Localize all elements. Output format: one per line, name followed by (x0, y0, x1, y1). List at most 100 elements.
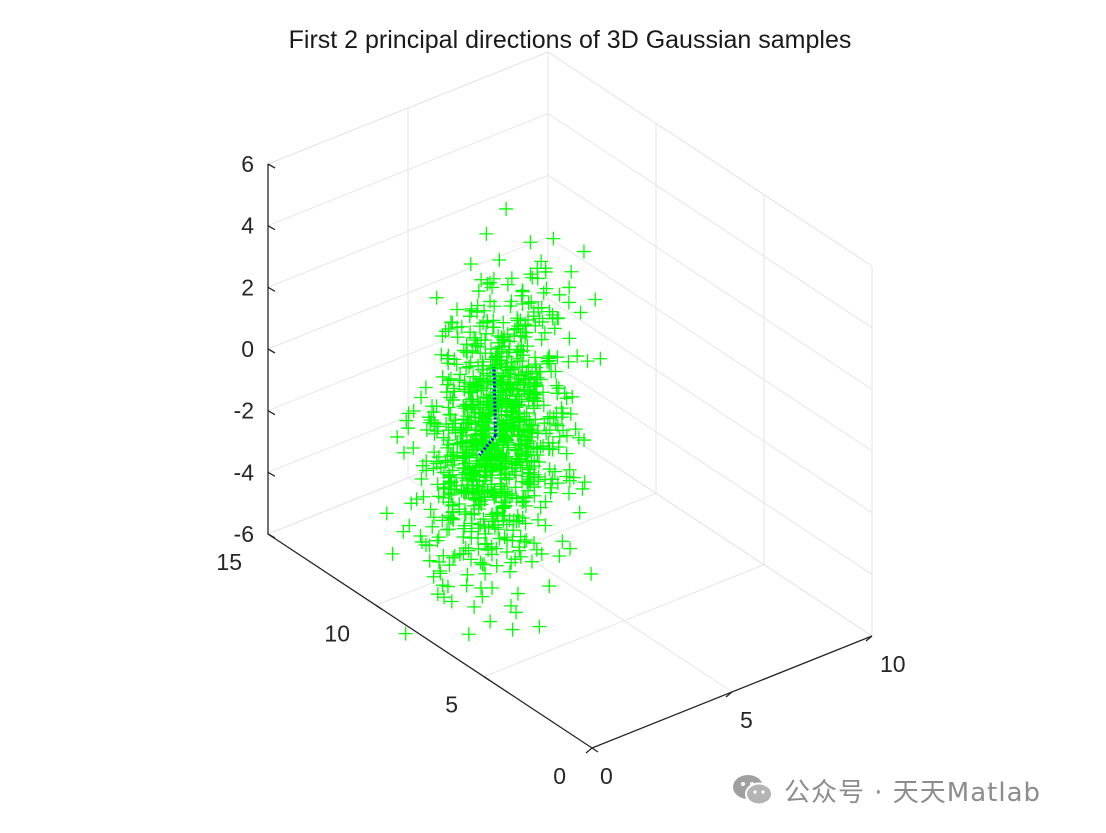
sample-point (397, 445, 412, 460)
sample-point (517, 372, 532, 387)
sample-point (536, 385, 551, 400)
sample-point (502, 564, 517, 579)
sample-point (524, 294, 539, 309)
sample-point (456, 521, 471, 536)
sample-point (584, 566, 599, 581)
y-tick-label: 15 (216, 549, 242, 575)
grid-line-z (547, 174, 873, 390)
sample-point (472, 319, 487, 334)
sample-point (473, 555, 488, 570)
sample-point (489, 350, 504, 365)
sample-point (534, 300, 549, 315)
sample-point (518, 516, 533, 531)
sample-point (575, 481, 590, 496)
sample-point (509, 514, 524, 529)
sample-point (429, 290, 444, 305)
sample-point (440, 579, 455, 594)
sample-point (448, 413, 463, 428)
sample-point (456, 485, 471, 500)
sample-point (466, 435, 481, 450)
sample-point (531, 512, 546, 527)
sample-point (440, 351, 455, 366)
sample-point (467, 506, 482, 521)
sample-point (527, 536, 542, 551)
sample-point (463, 257, 478, 272)
z-tick (267, 533, 276, 539)
sample-point (462, 359, 477, 374)
sample-point (513, 313, 528, 328)
sample-point (431, 530, 446, 545)
sample-point (509, 345, 524, 360)
sample-point (485, 388, 500, 403)
sample-point (459, 337, 474, 352)
z-tick-label: -4 (234, 459, 255, 485)
sample-point (515, 460, 530, 475)
sample-point (550, 350, 565, 365)
sample-point (488, 369, 503, 384)
sample-point (542, 579, 557, 594)
sample-point (523, 235, 538, 250)
sample-point (551, 381, 566, 396)
sample-point (516, 489, 531, 504)
y-tick-label: 10 (324, 620, 350, 646)
sample-point (477, 537, 492, 552)
sample-point (485, 486, 500, 501)
sample-point (532, 311, 547, 326)
grid-line-z (547, 236, 873, 452)
sample-point (593, 351, 608, 366)
sample-point (418, 380, 433, 395)
sample-point (460, 567, 475, 582)
sample-point (504, 271, 519, 286)
sample-point (504, 488, 519, 503)
sample-point (466, 377, 481, 392)
chart-title: First 2 principal directions of 3D Gauss… (288, 26, 852, 54)
sample-point (445, 315, 460, 330)
sample-point (494, 460, 509, 475)
sample-point (529, 441, 544, 456)
sample-point (503, 375, 518, 390)
z-tick (267, 348, 276, 354)
y-tick-label: 0 (553, 763, 566, 789)
sample-point (514, 429, 529, 444)
sample-point (545, 307, 560, 322)
sample-point (495, 427, 510, 442)
sample-point (487, 299, 502, 314)
sample-point (444, 453, 459, 468)
y-axis-line (267, 533, 593, 749)
sample-point (430, 533, 445, 548)
sample-point (570, 349, 585, 364)
sample-point (552, 429, 567, 444)
sample-point (476, 418, 491, 433)
sample-point (467, 467, 482, 482)
sample-point (508, 480, 523, 495)
sample-point (425, 399, 440, 414)
sample-point (495, 482, 510, 497)
sample-point (499, 545, 514, 560)
sample-point (510, 377, 525, 392)
sample-point (435, 369, 450, 384)
sample-point (563, 541, 578, 556)
sample-point (536, 285, 551, 300)
x-tick (865, 635, 873, 642)
sample-point (521, 359, 536, 374)
grid-line-z (547, 298, 873, 514)
sample-point (419, 463, 434, 478)
sample-point (549, 406, 564, 421)
sample-point (490, 506, 505, 521)
sample-point (477, 519, 492, 534)
wechat-icon (732, 773, 774, 807)
grid-line-z (547, 359, 873, 575)
sample-point (545, 435, 560, 450)
grid-layer (267, 51, 873, 749)
sample-point (559, 391, 574, 406)
sample-point (513, 458, 528, 473)
sample-point (522, 412, 537, 427)
sample-point (456, 399, 471, 414)
sample-point (443, 371, 458, 386)
sample-point (551, 311, 566, 326)
sample-point (441, 321, 456, 336)
grid-line-y (375, 492, 657, 606)
sample-point (507, 457, 522, 472)
sample-point (482, 420, 497, 435)
